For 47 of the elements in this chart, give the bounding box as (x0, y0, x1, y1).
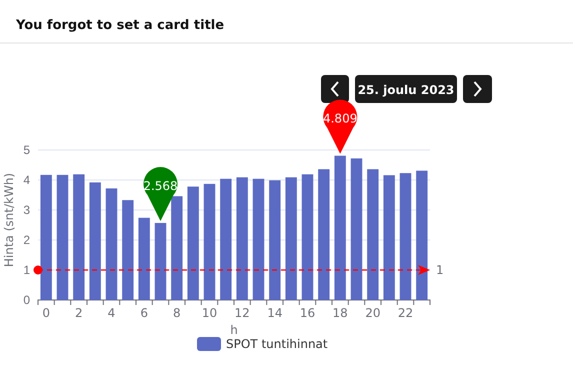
x-tick-label: 16 (300, 306, 316, 320)
bar (350, 158, 362, 300)
bar (302, 174, 314, 300)
data-label: 2.568 (143, 178, 178, 193)
chart-title: You forgot to set a card title (15, 18, 224, 33)
ref-line-label: 1 (436, 263, 444, 277)
x-tick-label: 8 (173, 306, 181, 320)
bar (334, 156, 346, 300)
bar (318, 169, 330, 300)
bar (220, 178, 232, 300)
y-tick-label: 0 (23, 292, 30, 307)
bar (56, 174, 68, 300)
data-label: 4.809 (322, 112, 358, 126)
x-tick-label: 2 (75, 306, 83, 320)
y-tick-label: 3 (23, 202, 30, 217)
x-tick-label: 18 (332, 306, 348, 320)
x-tick-label: 10 (202, 306, 218, 320)
x-tick-label: 4 (108, 306, 116, 320)
bar (122, 200, 134, 300)
x-tick-label: 12 (234, 306, 250, 320)
bar (383, 175, 395, 300)
text: 25. joulu 2023 (358, 83, 454, 97)
bar (285, 177, 297, 300)
bar (73, 174, 85, 300)
y-tick-label: 4 (23, 172, 30, 187)
y-tick-label: 1 (23, 262, 30, 277)
x-tick-label: 0 (42, 306, 50, 320)
bar (400, 173, 412, 300)
y-tick-label: 5 (23, 142, 30, 157)
bar (106, 188, 118, 300)
bar (367, 169, 379, 300)
bar (89, 182, 101, 300)
bar (252, 178, 264, 300)
bar (154, 222, 166, 300)
bar (40, 174, 52, 300)
x-tick-label: 14 (267, 306, 282, 320)
bar (204, 184, 216, 300)
x-tick-label: 20 (365, 306, 380, 320)
y-axis-title: Hinta (snt/kWh) (2, 172, 16, 268)
bar (236, 177, 248, 300)
x-tick-label: 22 (398, 306, 414, 320)
legend-label: SPOT tuntihinnat (226, 337, 328, 351)
bar (187, 186, 199, 300)
x-axis-title: h (230, 323, 238, 337)
y-tick-label: 2 (23, 232, 30, 247)
x-tick-label: 6 (140, 306, 148, 320)
bar (269, 180, 281, 300)
